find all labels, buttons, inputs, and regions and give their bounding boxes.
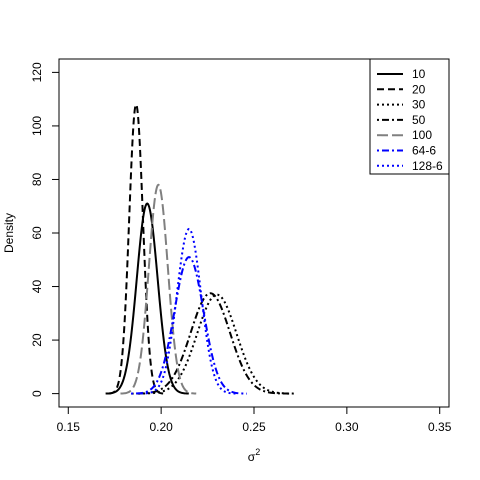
y-tick-label: 20	[30, 333, 44, 347]
series-line-50	[131, 292, 290, 395]
legend-label-20: 20	[412, 82, 426, 96]
x-axis: 0.15 0.20 0.25 0.30 0.35	[57, 406, 452, 434]
series-line-30	[138, 293, 296, 395]
y-tick-label: 80	[30, 172, 44, 186]
legend-label-64-6: 64-6	[412, 144, 436, 158]
legend-label-30: 30	[412, 98, 426, 112]
series-line-10	[105, 202, 189, 395]
x-tick-label: 0.30	[335, 420, 359, 434]
y-axis: 0 20 40 60 80 100 120	[30, 62, 60, 397]
x-tick-label: 0.35	[428, 420, 452, 434]
legend-box	[369, 58, 450, 175]
x-tick-label: 0.15	[57, 420, 81, 434]
series-line-64-6	[131, 256, 247, 395]
legend-label-10: 10	[412, 67, 426, 81]
x-axis-label: σ2	[248, 447, 260, 464]
y-tick-label: 60	[30, 226, 44, 240]
y-tick-label: 120	[30, 62, 44, 82]
legend-label-128-6: 128-6	[412, 159, 443, 173]
series-line-128-6	[140, 227, 238, 395]
density-curves	[105, 102, 296, 395]
y-tick-label: 0	[30, 390, 44, 397]
y-axis-label: Density	[2, 213, 16, 253]
series-line-100	[120, 183, 197, 395]
x-axis-label-superscript: 2	[255, 447, 260, 457]
x-tick-label: 0.20	[149, 420, 173, 434]
y-tick-label: 100	[30, 116, 44, 136]
x-tick-label: 0.25	[242, 420, 266, 434]
legend-label-50: 50	[412, 113, 426, 127]
y-tick-label: 40	[30, 280, 44, 294]
legend-label-100: 100	[412, 128, 432, 142]
